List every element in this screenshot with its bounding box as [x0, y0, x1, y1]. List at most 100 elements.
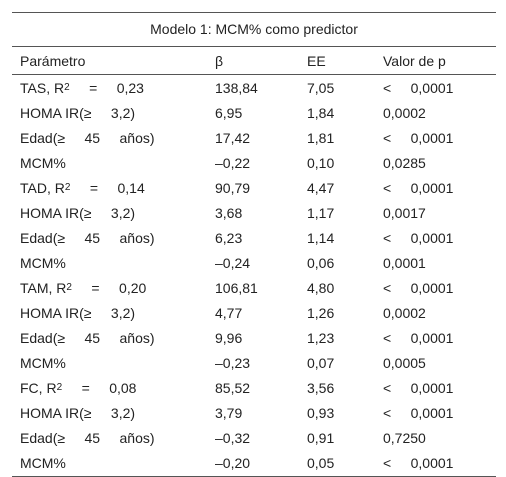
- table-cell: –0,20: [215, 455, 251, 472]
- table-row: MCM% –0,24 0,06 0,0001: [12, 250, 496, 275]
- table-cell: < 0,0001: [383, 129, 454, 146]
- table-row: MCM% –0,23 0,07 0,0005: [12, 351, 496, 376]
- table-cell: 0,0001: [383, 254, 426, 271]
- cell-text: = 0,23: [69, 79, 144, 96]
- table-cell: < 0,0001: [383, 179, 454, 196]
- table-cell: 0,0002: [383, 104, 426, 121]
- table-cell: 0,07: [307, 355, 335, 372]
- table-cell: HOMA IR(≥ 3,2): [20, 104, 136, 121]
- table-cell: MCM%: [20, 455, 66, 472]
- table-cell: 1,84: [307, 104, 335, 121]
- table-cell: MCM%: [20, 254, 66, 271]
- table-cell: 90,79: [215, 179, 251, 196]
- superscript: 2: [66, 282, 72, 294]
- table-cell: 0,93: [307, 405, 335, 422]
- cell-text: TAM, R: [20, 280, 67, 297]
- table-cell: 0,05: [307, 455, 335, 472]
- table-cell: TAS, R2 = 0,23: [20, 75, 144, 100]
- cell-text: TAS, R: [20, 79, 65, 96]
- table-cell: HOMA IR(≥ 3,2): [20, 305, 136, 322]
- header-cell: EE: [307, 52, 326, 69]
- table-cell: < 0,0001: [383, 79, 454, 96]
- table-row: TAS, R2 = 0,23 138,84 7,05 < 0,0001: [12, 75, 496, 100]
- table-cell: Edad(≥ 45 años): [20, 129, 155, 146]
- header-cell: Valor de p: [383, 52, 446, 69]
- table-row: HOMA IR(≥ 3,2) 4,77 1,26 0,0002: [12, 301, 496, 326]
- table-cell: 85,52: [215, 380, 251, 397]
- table-row: Edad(≥ 45 años) 6,23 1,14 < 0,0001: [12, 225, 496, 250]
- table-cell: MCM%: [20, 154, 66, 171]
- table-cell: FC, R2 = 0,08: [20, 376, 136, 401]
- table-cell: 3,79: [215, 405, 243, 422]
- table-cell: < 0,0001: [383, 455, 454, 472]
- table-cell: 6,23: [215, 229, 243, 246]
- table-cell: 0,91: [307, 430, 335, 447]
- table-cell: < 0,0001: [383, 380, 454, 397]
- table-cell: Edad(≥ 45 años): [20, 430, 155, 447]
- table-cell: HOMA IR(≥ 3,2): [20, 405, 136, 422]
- table-cell: 1,81: [307, 129, 335, 146]
- table-cell: 0,0285: [383, 154, 426, 171]
- table-cell: 3,68: [215, 204, 243, 221]
- cell-text: TAD, R: [20, 179, 65, 196]
- table-cell: 1,17: [307, 204, 335, 221]
- table-title: Modelo 1: MCM% como predictor: [12, 13, 496, 47]
- table-cell: Edad(≥ 45 años): [20, 229, 155, 246]
- table-cell: –0,23: [215, 355, 251, 372]
- table-row: MCM% –0,22 0,10 0,0285: [12, 150, 496, 175]
- table-cell: –0,22: [215, 154, 251, 171]
- table-row: TAM, R2 = 0,20 106,81 4,80 < 0,0001: [12, 276, 496, 301]
- table-cell: TAM, R2 = 0,20: [20, 276, 146, 301]
- table-cell: TAD, R2 = 0,14: [20, 175, 145, 200]
- table-cell: < 0,0001: [383, 229, 454, 246]
- table-cell: 4,80: [307, 280, 335, 297]
- table-body: TAS, R2 = 0,23 138,84 7,05 < 0,0001 HOMA IR(…: [12, 75, 496, 476]
- cell-text: = 0,20: [71, 280, 147, 297]
- table-cell: HOMA IR(≥ 3,2): [20, 204, 136, 221]
- table-cell: –0,32: [215, 430, 251, 447]
- table-cell: 0,0017: [383, 204, 426, 221]
- table-cell: 106,81: [215, 280, 258, 297]
- table-cell: 9,96: [215, 330, 243, 347]
- table-cell: 0,06: [307, 254, 335, 271]
- table-cell: 1,14: [307, 229, 335, 246]
- table-row: Edad(≥ 45 años) –0,32 0,91 0,7250: [12, 426, 496, 451]
- table-cell: –0,24: [215, 254, 251, 271]
- table-row: MCM% –0,20 0,05 < 0,0001: [12, 451, 496, 476]
- table-cell: 4,47: [307, 179, 335, 196]
- table-cell: 0,10: [307, 154, 335, 171]
- table-row: Edad(≥ 45 años) 17,42 1,81 < 0,0001: [12, 125, 496, 150]
- page: Modelo 1: MCM% como predictor Parámetro β…: [12, 12, 496, 477]
- table-cell: < 0,0001: [383, 405, 454, 422]
- cell-text: TAS, R2 = 0,23: [20, 80, 144, 96]
- table-row: FC, R2 = 0,08 85,52 3,56 < 0,0001: [12, 376, 496, 401]
- table-cell: 0,7250: [383, 430, 426, 447]
- cell-text: = 0,08: [62, 380, 137, 397]
- cell-text: TAM, R2 = 0,20: [20, 280, 146, 296]
- table-cell: 6,95: [215, 104, 243, 121]
- cell-text: TAD, R2 = 0,14: [20, 180, 145, 196]
- table-cell: Edad(≥ 45 años): [20, 330, 155, 347]
- table-row: HOMA IR(≥ 3,2) 3,68 1,17 0,0017: [12, 200, 496, 225]
- table-cell: 0,0002: [383, 305, 426, 322]
- superscript: 2: [64, 81, 70, 93]
- superscript: 2: [64, 181, 71, 193]
- table-cell: 4,77: [215, 305, 243, 322]
- cell-text: FC, R: [20, 380, 57, 397]
- header-cell: Parámetro: [20, 52, 86, 69]
- table-row: TAD, R2 = 0,14 90,79 4,47 < 0,0001: [12, 175, 496, 200]
- table-cell: 17,42: [215, 129, 251, 146]
- table-cell: 1,26: [307, 305, 335, 322]
- table-cell: 1,23: [307, 330, 335, 347]
- cell-text: FC, R2 = 0,08: [20, 380, 136, 396]
- table-cell: MCM%: [20, 355, 66, 372]
- table-cell: 3,56: [307, 380, 335, 397]
- table-row: Edad(≥ 45 años) 9,96 1,23 < 0,0001: [12, 326, 496, 351]
- cell-text: = 0,14: [70, 179, 145, 196]
- table-cell: 138,84: [215, 79, 258, 96]
- table-row: HOMA IR(≥ 3,2) 6,95 1,84 0,0002: [12, 100, 496, 125]
- superscript: 2: [56, 382, 63, 394]
- table-cell: < 0,0001: [383, 280, 454, 297]
- header-cell: β: [215, 52, 224, 69]
- table-cell: 0,0005: [383, 355, 426, 372]
